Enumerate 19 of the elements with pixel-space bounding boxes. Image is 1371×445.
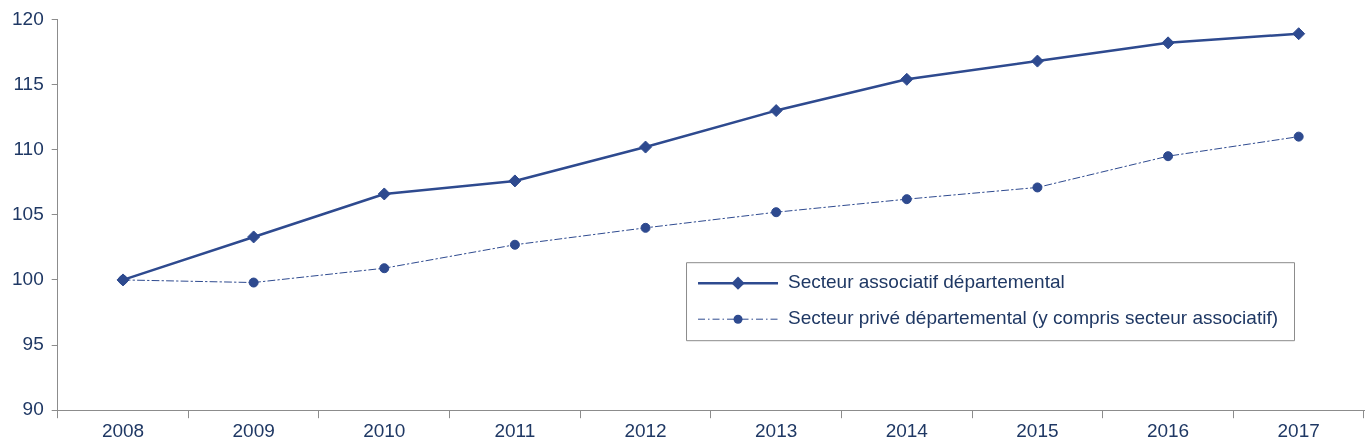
x-tick-label: 2008 bbox=[101, 419, 145, 441]
x-tick-label: 2014 bbox=[885, 419, 929, 441]
y-tick-label: 95 bbox=[22, 333, 44, 355]
x-tick-label: 2017 bbox=[1277, 419, 1320, 441]
x-tick-label: 2010 bbox=[363, 419, 406, 441]
legend-label: Secteur associatif départemental bbox=[788, 271, 1065, 293]
y-tick-label: 90 bbox=[22, 398, 44, 420]
x-tick-label: 2011 bbox=[494, 419, 536, 441]
x-tick-label: 2016 bbox=[1146, 419, 1190, 441]
y-tick-label: 120 bbox=[12, 7, 44, 29]
legend-label: Secteur privé départemental (y compris secteur associatif) bbox=[788, 307, 1279, 329]
x-tick-label: 2009 bbox=[232, 419, 275, 441]
x-tick-label: 2013 bbox=[755, 419, 798, 441]
x-tick-label: 2015 bbox=[1016, 419, 1059, 441]
y-tick-label: 100 bbox=[12, 268, 44, 290]
x-tick-label: 2012 bbox=[624, 419, 667, 441]
y-tick-label: 115 bbox=[13, 72, 44, 94]
y-tick-label: 110 bbox=[13, 137, 44, 159]
y-tick-label: 105 bbox=[12, 203, 44, 225]
